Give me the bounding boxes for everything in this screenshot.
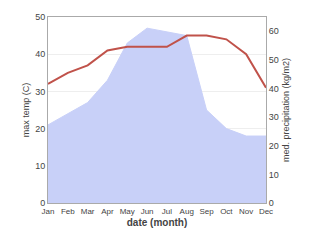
svg-text:30: 30 [35, 87, 45, 97]
svg-text:Mar: Mar [81, 207, 95, 216]
svg-text:30: 30 [269, 112, 279, 122]
svg-text:20: 20 [269, 141, 279, 151]
svg-text:May: May [120, 207, 135, 216]
svg-text:Jun: Jun [141, 207, 154, 216]
svg-text:Jan: Jan [42, 207, 55, 216]
svg-text:med. precipitation (kg/m2): med. precipitation (kg/m2) [281, 58, 291, 162]
svg-text:Jul: Jul [162, 207, 172, 216]
svg-text:Nov: Nov [239, 207, 253, 216]
svg-text:date (month): date (month) [127, 217, 188, 228]
svg-text:Aug: Aug [180, 207, 194, 216]
svg-text:40: 40 [35, 49, 45, 59]
svg-text:Sep: Sep [199, 207, 214, 216]
svg-text:0: 0 [40, 198, 45, 208]
svg-text:Apr: Apr [101, 207, 114, 216]
svg-text:Feb: Feb [61, 207, 75, 216]
svg-text:50: 50 [35, 12, 45, 22]
svg-text:Dec: Dec [259, 207, 273, 216]
svg-text:max temp (C): max temp (C) [21, 83, 31, 138]
svg-text:50: 50 [269, 55, 279, 65]
svg-text:60: 60 [269, 26, 279, 36]
svg-text:0: 0 [269, 198, 274, 208]
svg-text:10: 10 [269, 170, 279, 180]
svg-text:Oct: Oct [220, 207, 233, 216]
svg-text:10: 10 [35, 161, 45, 171]
svg-text:40: 40 [269, 84, 279, 94]
svg-text:20: 20 [35, 124, 45, 134]
